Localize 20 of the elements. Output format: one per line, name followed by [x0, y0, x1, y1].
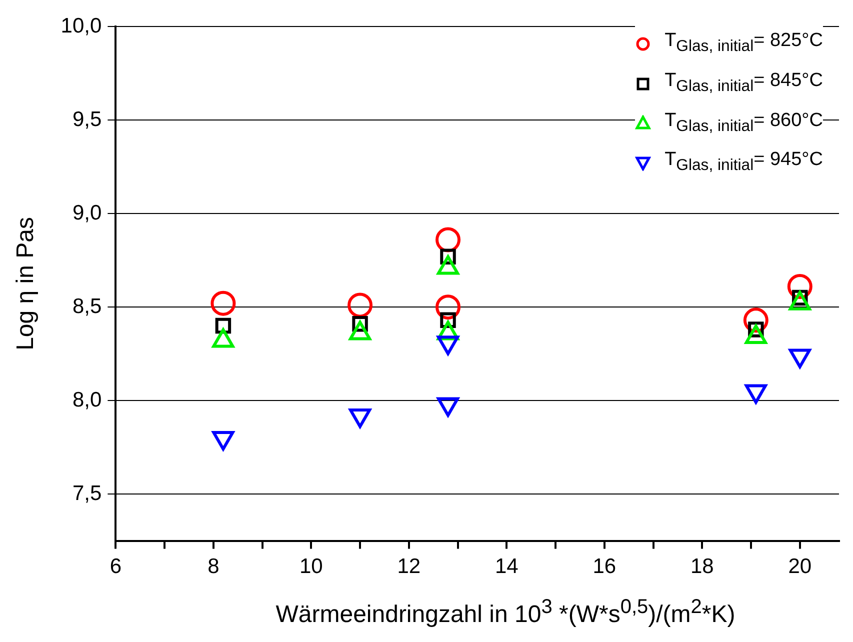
y-tick-label: 9,5	[72, 108, 102, 131]
x-tick-label: 14	[494, 555, 519, 578]
x-axis-title: Wärmeeindringzahl in 10$^{3}$ *(W*s$^{0,5}$)/(m$^{2}$*K)	[274, 596, 736, 629]
legend-label: T$_{Glas, initial}$= 825°C	[664, 29, 823, 57]
legend-label: T$_{Glas, initial}$= 845°C	[664, 68, 823, 97]
legend-label: T$_{Glas, initial}$= 945°C	[664, 148, 823, 176]
x-tick-label: 8	[208, 555, 220, 578]
x-tick-label: 12	[397, 555, 421, 578]
y-tick-label: 9,0	[72, 201, 102, 224]
x-tick-label: 6	[110, 555, 122, 578]
x-tick-label: 18	[690, 555, 714, 578]
y-tick-label: 7,5	[72, 482, 102, 505]
x-tick-label: 16	[592, 555, 616, 578]
y-tick-label: 10,0	[60, 14, 102, 38]
x-tick-label: 20	[788, 555, 812, 578]
legend-label: T$_{Glas, initial}$= 860°C	[664, 108, 823, 136]
y-tick-label: 8,5	[72, 294, 102, 318]
y-tick-label: 8,0	[72, 388, 102, 412]
y-axis-title: Log η in Pas	[12, 216, 40, 350]
x-tick-label: 10	[299, 555, 323, 578]
